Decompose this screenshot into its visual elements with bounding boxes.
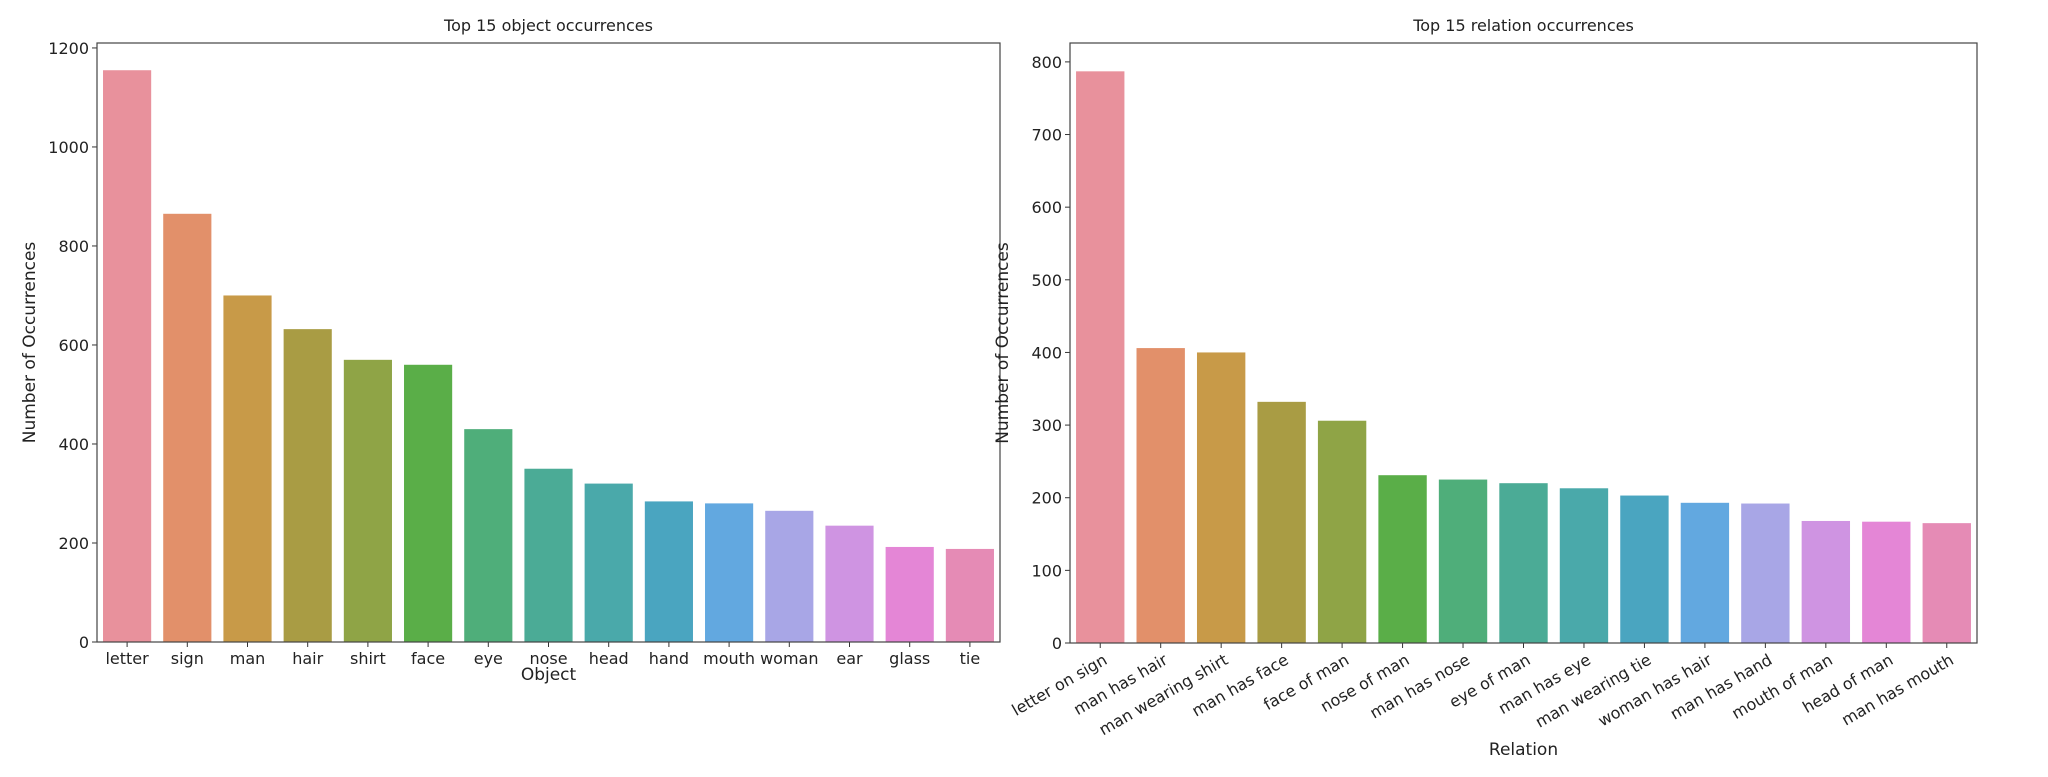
bar-man-wearing-tie (1620, 495, 1669, 643)
y-tick-label: 400 (58, 435, 89, 454)
x-tick-label: woman (760, 649, 818, 668)
x-tick-label: tie (960, 649, 981, 668)
bar-man-has-hand (1741, 503, 1790, 643)
bar-nose-of-man (1378, 475, 1427, 643)
x-tick-label: man (230, 649, 266, 668)
bar-letter (103, 70, 152, 642)
bar-man (223, 295, 272, 642)
y-tick-label: 600 (1031, 198, 1062, 217)
y-tick-label: 800 (58, 237, 89, 256)
bar-face-of-man (1317, 420, 1367, 643)
bar-man-wearing-shirt (1196, 352, 1246, 643)
y-axis-label: Number of Occurrences (20, 242, 40, 444)
chart-title: Top 15 object occurrences (443, 16, 653, 35)
x-tick-label: hair (292, 649, 323, 668)
bar-hand (644, 501, 693, 642)
y-tick-label: 0 (79, 633, 89, 652)
y-tick-label: 1200 (48, 39, 89, 58)
x-tick-label: glass (889, 649, 930, 668)
bar-nose (524, 468, 573, 642)
bar-head (584, 483, 633, 642)
y-tick-label: 100 (1031, 561, 1062, 580)
bar-man-has-eye (1559, 488, 1609, 643)
bar-eye (464, 429, 513, 642)
x-tick-label: ear (836, 649, 863, 668)
y-tick-label: 300 (1031, 416, 1062, 435)
y-tick-label: 200 (58, 534, 89, 553)
axes-frame (1069, 42, 1978, 644)
chart-1: letter sign man hair shirt face eye nose head han… (20, 16, 1001, 685)
y-tick-label: 700 (1031, 126, 1062, 145)
y-tick-label: 1000 (48, 138, 89, 157)
axes-frame (96, 42, 1001, 643)
y-axis-label: Number of Occurrences (993, 242, 1013, 444)
bar-mouth (705, 503, 754, 642)
x-tick-label: face (411, 649, 445, 668)
x-axis-label: Object (521, 665, 577, 685)
x-tick-label: head (589, 649, 629, 668)
bar-ear (825, 525, 874, 642)
bar-man-has-face (1257, 401, 1306, 643)
bar-tie (945, 548, 994, 642)
x-tick-label: hand (649, 649, 689, 668)
bar-shirt (343, 359, 392, 642)
y-tick-label: 200 (1031, 489, 1062, 508)
bar-face (404, 364, 453, 642)
bar-head-of-man (1862, 521, 1911, 643)
x-tick-label: mouth (703, 649, 755, 668)
x-tick-label: letter (105, 649, 149, 668)
bar-man-has-nose (1438, 479, 1488, 643)
y-tick-label: 600 (58, 336, 89, 355)
bar-sign (163, 213, 212, 643)
x-tick-label: man has hand (1667, 650, 1775, 724)
y-tick-label: 500 (1031, 271, 1062, 290)
x-tick-label: sign (171, 649, 204, 668)
bar-woman (765, 510, 814, 642)
bar-eye-of-man (1499, 483, 1548, 643)
bar-woman-has-hair (1680, 502, 1730, 643)
bar-man-has-mouth (1922, 523, 1971, 643)
bar-letter-on-sign (1076, 71, 1125, 644)
bar-mouth-of-man (1801, 520, 1851, 643)
x-tick-label: mouth of man (1728, 650, 1835, 723)
y-tick-label: 400 (1031, 343, 1062, 362)
bar-hair (283, 329, 332, 642)
chart-title: Top 15 relation occurrences (1412, 16, 1634, 35)
bar-man-has-hair (1136, 348, 1185, 643)
y-tick-label: 0 (1052, 634, 1062, 653)
bar-glass (885, 546, 934, 642)
x-tick-label: eye (474, 649, 503, 668)
y-tick-label: 800 (1031, 53, 1062, 72)
x-tick-label: nose (529, 649, 567, 668)
x-axis-label: Relation (1489, 740, 1558, 760)
x-tick-label: shirt (350, 649, 386, 668)
